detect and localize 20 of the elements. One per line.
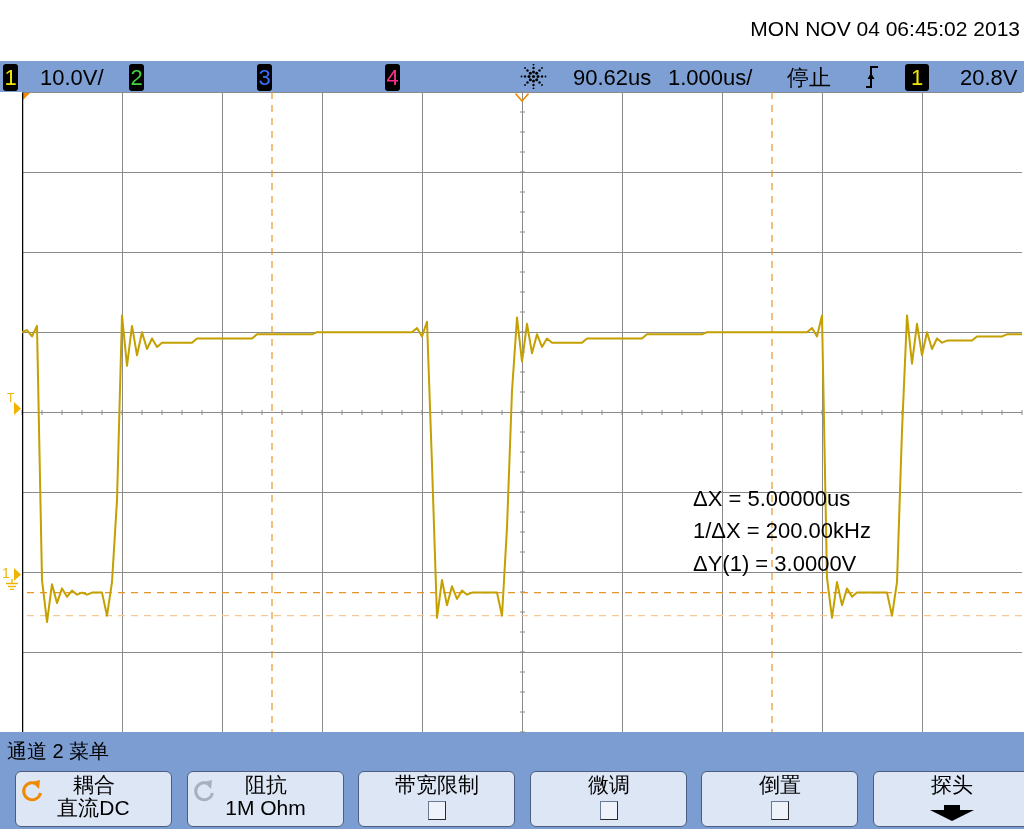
softkey-button: 耦合 直流DC — [15, 771, 172, 827]
softkey-button: 微调 — [530, 771, 687, 827]
softkey-button: 倒置 — [701, 771, 858, 827]
text: 1.000us/ — [668, 65, 753, 90]
softkey-button: 阻抗 1M Ohm — [187, 771, 344, 827]
text: 1 — [2, 565, 10, 581]
text: 4 — [385, 64, 400, 91]
text: 2 — [129, 64, 144, 91]
text: 10.0V/ — [40, 65, 104, 90]
text: 1 — [905, 64, 929, 91]
text: T — [7, 391, 15, 405]
softkey-button: 探头 — [873, 771, 1024, 827]
text: 通道 2 菜单 — [7, 740, 110, 762]
text: 停止 — [787, 65, 831, 90]
softkey-button: 带宽限制 — [358, 771, 515, 827]
text: 90.62us — [573, 65, 652, 90]
text: MON NOV 04 06:45:02 2013 — [750, 17, 1020, 40]
text: 1 — [3, 64, 18, 91]
text: 20.8V — [960, 65, 1018, 90]
text: 3 — [257, 64, 272, 91]
